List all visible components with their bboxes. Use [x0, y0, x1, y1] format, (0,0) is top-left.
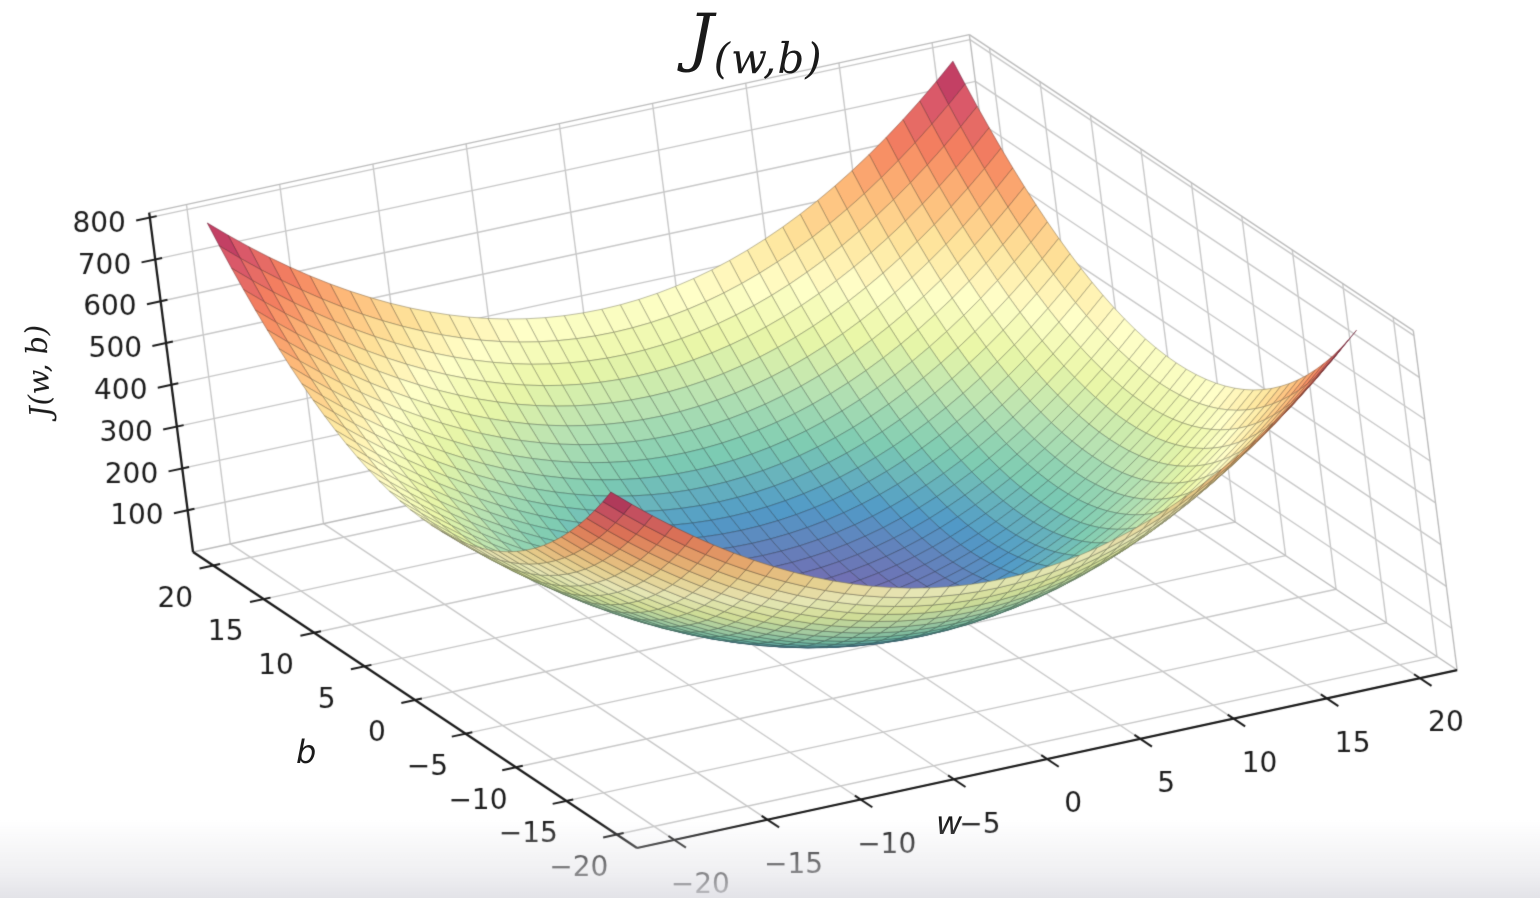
w-axis-label: w — [936, 804, 963, 842]
title-subscript: (w,b) — [713, 34, 823, 83]
b-axis-label: b — [296, 733, 317, 771]
z-axis-label: J(w, b) — [18, 323, 58, 419]
title-main: J — [688, 1, 714, 75]
chart-title: J(w,b) — [688, 6, 823, 83]
